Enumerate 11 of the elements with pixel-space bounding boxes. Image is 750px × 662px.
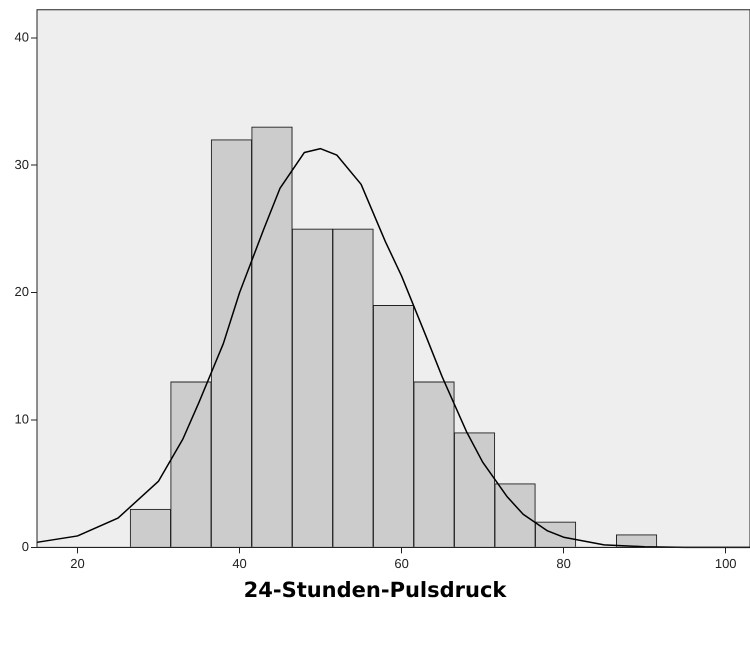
y-tick-label: 0 <box>22 538 29 554</box>
x-tick-label: 100 <box>714 556 737 571</box>
y-tick-label: 40 <box>14 29 29 44</box>
y-tick-label: 10 <box>14 412 29 427</box>
x-axis-title: 24-Stunden-Pulsdruck <box>242 578 508 602</box>
x-tick-label: 80 <box>556 556 571 571</box>
x-tick-label: 20 <box>70 556 85 571</box>
y-tick-label: 30 <box>14 156 29 172</box>
y-tick-label: 20 <box>14 284 29 300</box>
x-tick-label: 60 <box>394 556 409 571</box>
x-tick-label: 40 <box>232 556 247 571</box>
